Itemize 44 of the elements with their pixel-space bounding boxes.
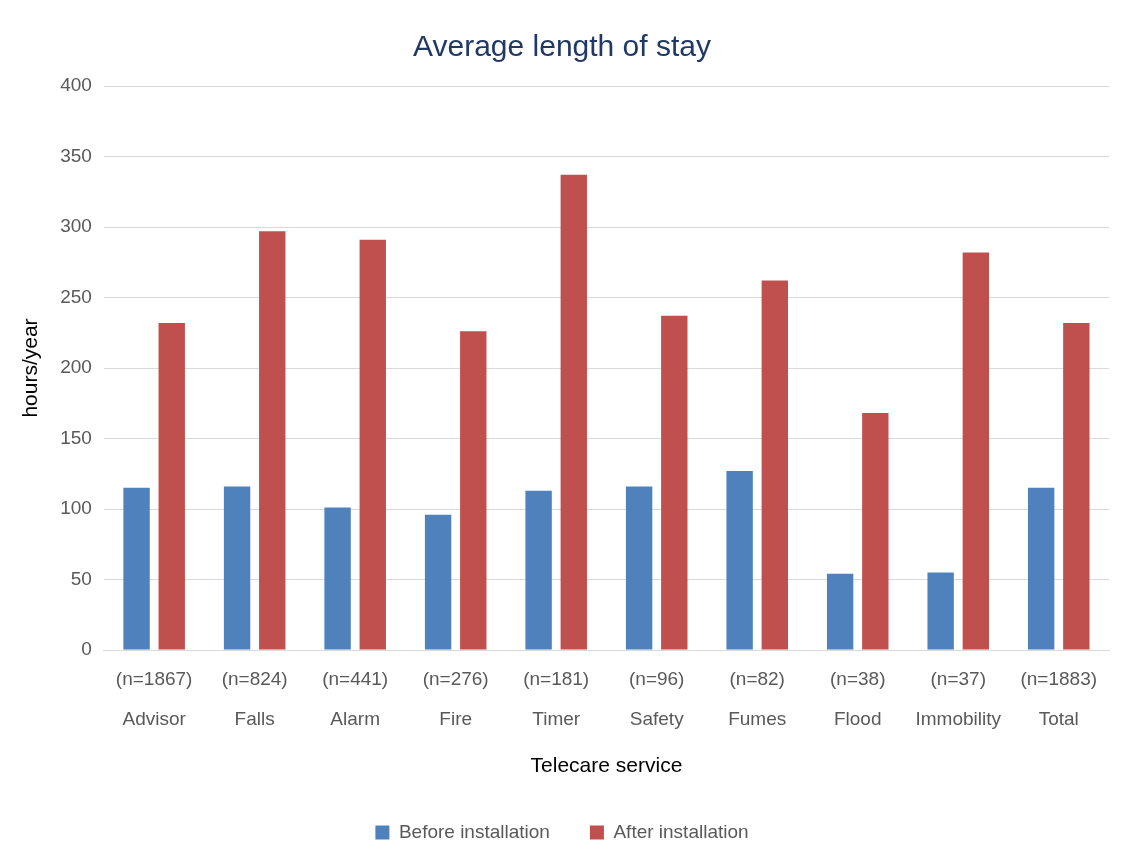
bar — [625, 486, 653, 650]
x-tick-label: (n=441) Alarm — [322, 668, 389, 730]
y-tick-label: 350 — [60, 144, 92, 166]
y-tick-label: 100 — [60, 497, 92, 519]
y-tick-label: 0 — [81, 638, 92, 660]
bar — [962, 252, 990, 650]
bar — [359, 239, 386, 650]
bar — [223, 486, 251, 650]
x-tick-label: (n=1883) Total — [1020, 668, 1098, 730]
y-tick-label: 200 — [60, 356, 92, 378]
bar — [927, 572, 954, 650]
legend-label: Before installation — [398, 820, 550, 842]
x-axis-title: Telecare service — [530, 753, 683, 777]
bar — [661, 315, 688, 650]
y-tick-label: 50 — [70, 567, 92, 589]
bar — [424, 514, 452, 650]
bar — [123, 487, 150, 650]
x-tick-label: (n=276) Fire — [422, 668, 489, 730]
y-tick-label: 250 — [60, 285, 92, 307]
chart-title: Average length of stay — [413, 29, 711, 63]
bar — [1027, 487, 1055, 650]
bar — [560, 174, 587, 650]
bar — [826, 573, 854, 650]
y-tick-label: 300 — [60, 215, 92, 237]
bar — [158, 322, 185, 650]
legend-label: After installation — [613, 820, 749, 842]
x-tick-label: (n=82) Fumes — [728, 668, 787, 730]
x-tick-label: (n=181) Timer — [523, 668, 590, 730]
bar — [726, 470, 753, 650]
bar — [460, 331, 487, 650]
bar — [862, 413, 889, 650]
bar — [525, 490, 552, 650]
x-tick-label: (n=96) Safety — [628, 668, 685, 730]
y-tick-label: 150 — [60, 426, 92, 448]
bar — [259, 231, 286, 650]
x-tick-label: (n=1867) Advisor — [115, 668, 193, 730]
x-tick-label: (n=37) Immobility — [915, 668, 1002, 730]
y-axis-title: hours/year — [18, 318, 42, 418]
bar — [761, 280, 788, 650]
y-tick-label: 400 — [60, 74, 92, 96]
bar — [324, 507, 351, 650]
x-tick-label: (n=38) Flood — [830, 668, 886, 730]
x-tick-label: (n=824) Falls — [221, 668, 288, 730]
bar — [1063, 322, 1090, 650]
